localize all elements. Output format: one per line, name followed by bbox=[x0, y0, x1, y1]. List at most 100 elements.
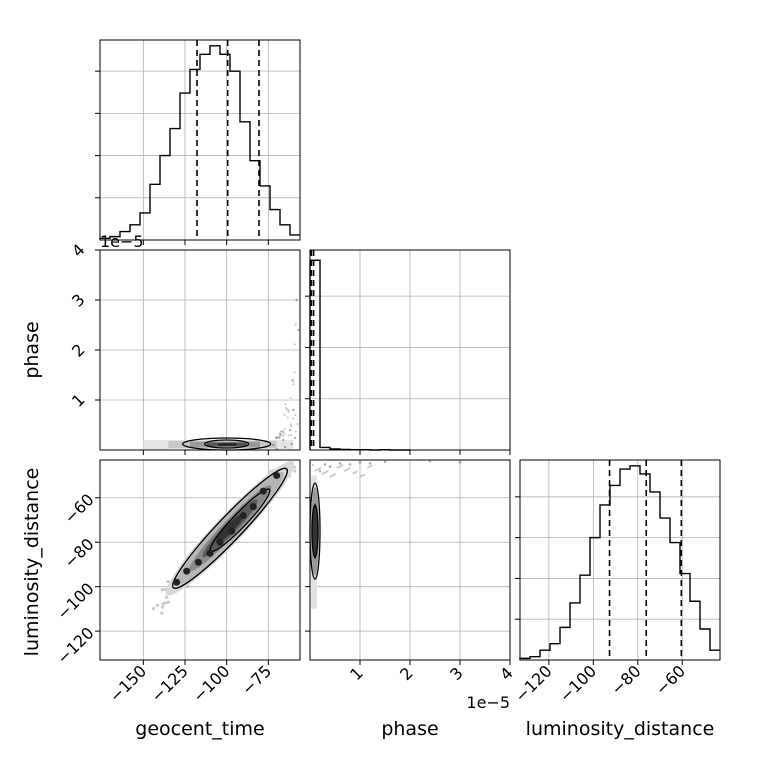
time-phase-tail-point-3 bbox=[275, 436, 277, 438]
geocent-time-xtick-label-3: −75 bbox=[238, 661, 275, 698]
hist-geocent-time-bin-8 bbox=[180, 93, 190, 240]
time-phase-sample-8 bbox=[282, 439, 284, 441]
phase-distance-tail-point-28 bbox=[336, 467, 338, 469]
hist-geocent-time-bin-14 bbox=[240, 122, 250, 240]
phase-xtick-label-2: 3 bbox=[446, 663, 467, 684]
time-distance-density-point-2 bbox=[228, 528, 235, 535]
scatter-phase-distance-grid bbox=[310, 460, 510, 660]
hist-luminosity-distance-bin-10 bbox=[620, 469, 630, 660]
time-phase-sample-4 bbox=[295, 299, 297, 301]
time-phase-tail-point-23 bbox=[288, 411, 290, 413]
time-phase-tail-point-35 bbox=[292, 380, 294, 382]
time-phase-tail-point-13 bbox=[282, 431, 284, 433]
time-distance-sample-80 bbox=[293, 469, 296, 472]
geocent-time-xtick-label-0: −150 bbox=[106, 661, 151, 706]
geocent-time-xtick-label-2: −100 bbox=[189, 661, 234, 706]
hist-luminosity-distance-bin-7 bbox=[590, 538, 600, 660]
time-distance-density bbox=[152, 452, 304, 615]
hist-geocent-time-bin-16 bbox=[260, 186, 270, 240]
phase-distance-tail-point-22 bbox=[353, 472, 355, 474]
time-phase-tail-point-24 bbox=[288, 434, 290, 436]
time-phase-tail-point-37 bbox=[295, 431, 297, 433]
time-distance-density-point-3 bbox=[195, 559, 202, 566]
time-phase-density-level-4 bbox=[218, 443, 236, 445]
hist-geocent-time-bin-11 bbox=[210, 46, 220, 240]
time-phase-tail-point-39 bbox=[295, 323, 297, 325]
hist-luminosity-distance-bin-13 bbox=[650, 492, 660, 660]
luminosity-ytick-label-3: −60 bbox=[60, 490, 97, 527]
hist-geocent-time-bin-6 bbox=[160, 156, 170, 240]
luminosity-hist-xtick-label-2: −80 bbox=[607, 661, 644, 698]
time-phase-sample-2 bbox=[290, 443, 292, 445]
time-distance-sample-1 bbox=[160, 612, 163, 615]
luminosity-ytick-label-1: −100 bbox=[53, 579, 98, 624]
phase-distance-sample-5 bbox=[459, 461, 462, 464]
phase-distance-tail-point-27 bbox=[329, 476, 331, 478]
hist-luminosity-distance-bin-12 bbox=[640, 474, 650, 660]
phase-xtick-label-1: 2 bbox=[396, 663, 417, 684]
time-phase-tail-point-12 bbox=[280, 430, 282, 432]
phase-ytick-label-1: 2 bbox=[68, 340, 89, 361]
time-phase-sample-7 bbox=[289, 429, 291, 431]
y-axis-label-luminosity-distance: luminosity_distance bbox=[21, 468, 43, 657]
time-phase-tail-point-18 bbox=[287, 416, 289, 418]
time-distance-sample-8 bbox=[161, 588, 164, 591]
time-distance-density-point-7 bbox=[260, 488, 267, 495]
time-phase-tail-point-16 bbox=[284, 414, 286, 416]
hist-geocent-time-bin-13 bbox=[230, 71, 240, 240]
time-phase-tail-point-25 bbox=[290, 397, 292, 399]
hist-luminosity-distance-bin-19 bbox=[710, 650, 720, 660]
time-distance-sample-6 bbox=[167, 601, 170, 604]
time-phase-tail-point-38 bbox=[296, 423, 298, 425]
time-distance-sample-7 bbox=[165, 596, 168, 599]
time-phase-tail-point-29 bbox=[292, 383, 294, 385]
hist-luminosity-distance-bin-9 bbox=[610, 485, 620, 660]
time-phase-tail-point-34 bbox=[294, 343, 296, 345]
time-distance-sample-12 bbox=[166, 580, 169, 583]
y-axis-label-phase: phase bbox=[21, 321, 43, 378]
time-phase-tail-point-20 bbox=[284, 403, 286, 405]
phase-distance-sample-6 bbox=[329, 465, 332, 468]
hist-geocent-time-bin-10 bbox=[200, 54, 210, 240]
hist-luminosity-distance-bin-15 bbox=[670, 543, 680, 660]
phase-ytick-label-3: 4 bbox=[68, 240, 89, 261]
hist-luminosity-distance-bin-8 bbox=[600, 505, 610, 660]
time-phase-sample-1 bbox=[284, 446, 286, 448]
time-phase-tail-point-21 bbox=[285, 407, 287, 409]
time-distance-density-point-6 bbox=[250, 503, 257, 510]
x-axis-label-geocent-time: geocent_time bbox=[135, 718, 264, 740]
hist-geocent-time-bin-5 bbox=[150, 184, 160, 240]
time-phase-tail-point-11 bbox=[280, 435, 282, 437]
phase-ytick-label-0: 1 bbox=[68, 390, 89, 411]
time-distance-sample-5 bbox=[164, 601, 167, 604]
time-phase-tail-point-9 bbox=[280, 433, 282, 435]
luminosity-hist-xtick-label-0: −120 bbox=[511, 661, 556, 706]
hist-luminosity-distance-bin-16 bbox=[680, 574, 690, 660]
time-phase-tail-point-32 bbox=[295, 414, 297, 416]
hist-geocent-time-bin-18 bbox=[280, 225, 290, 240]
phase-xtick-label-3: 4 bbox=[496, 663, 517, 684]
time-distance-sample-3 bbox=[161, 605, 164, 608]
time-phase-sample-6 bbox=[292, 409, 294, 411]
hist-luminosity-distance-bin-4 bbox=[560, 627, 570, 660]
hist-phase-grid bbox=[310, 250, 510, 450]
phase-distance-sample-2 bbox=[359, 461, 362, 464]
luminosity-ytick-label-2: −80 bbox=[60, 534, 97, 571]
phase-distance-sample-0 bbox=[324, 463, 327, 466]
hist-luminosity-distance-bin-11 bbox=[630, 466, 640, 660]
hist-luminosity-distance-bin-6 bbox=[580, 575, 590, 660]
time-phase-sample-9 bbox=[272, 444, 274, 446]
time-phase-density-band bbox=[143, 438, 293, 450]
x-axis-label-phase: phase bbox=[381, 718, 438, 740]
time-phase-tail-point-33 bbox=[292, 418, 294, 420]
time-phase-tail-point-17 bbox=[283, 428, 285, 430]
phase-distance-tail-point-23 bbox=[360, 475, 362, 477]
hist-luminosity-distance-bin-18 bbox=[700, 629, 710, 660]
time-phase-tail-point-30 bbox=[290, 424, 292, 426]
phase-distance-tail-point-25 bbox=[315, 470, 317, 472]
time-distance-sample-2 bbox=[156, 604, 159, 607]
hist-luminosity-distance-bin-2 bbox=[540, 650, 550, 660]
hist-luminosity-distance-bin-14 bbox=[660, 518, 670, 660]
